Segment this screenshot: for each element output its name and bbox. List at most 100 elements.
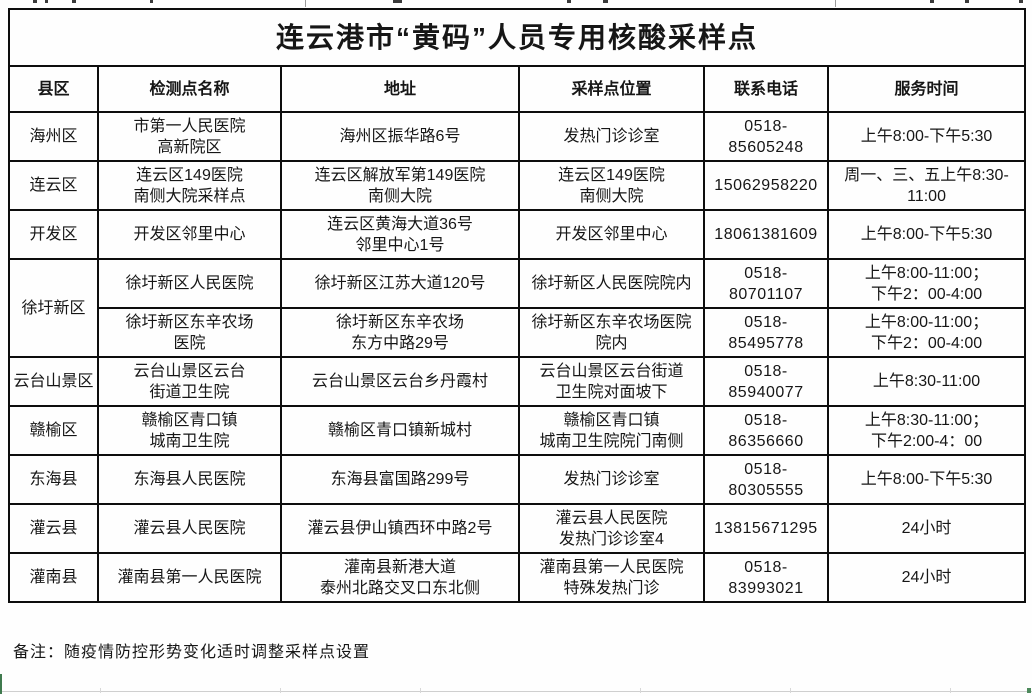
table-row: 徐圩新区 徐圩新区人民医院 徐圩新区江苏大道120号 徐圩新区人民医院院内 0518- … — [8, 258, 1027, 358]
cell-location: 灌云县人民医院 发热门诊诊室4 — [518, 503, 705, 554]
table-row: 徐圩新区东辛农场 医院 徐圩新区东辛农场 东方中路29号 徐圩新区东辛农场医院 院内… — [9, 307, 1027, 358]
cell-phone: 0518- 83993021 — [703, 552, 829, 603]
cell-location: 连云区149医院 南侧大院 — [518, 160, 705, 211]
cell-location: 徐圩新区人民医院院内 — [518, 258, 705, 309]
cell-district: 东海县 — [8, 454, 99, 505]
cell-address: 灌云县伊山镇西环中路2号 — [280, 503, 520, 554]
cell-phone: 15062958220 — [703, 160, 829, 211]
cell-hours: 上午8:30-11:00； 下午2:00-4：00 — [826, 405, 1027, 456]
top-strip-mark — [1019, 0, 1023, 3]
cell-phone: 0518- 86356660 — [703, 405, 829, 456]
cell-address: 徐圩新区江苏大道120号 — [280, 258, 520, 309]
page-title: 连云港市“黄码”人员专用核酸采样点 — [7, 8, 1027, 67]
cell-address: 连云区黄海大道36号 邻里中心1号 — [280, 209, 520, 260]
bottom-strip-gridline — [950, 688, 951, 693]
cell-phone: 0518- 85940077 — [703, 356, 829, 407]
cell-address: 灌南县新港大道 泰州北路交叉口东北侧 — [280, 552, 520, 603]
cell-site: 市第一人民医院 高新院区 — [97, 111, 282, 162]
column-header: 服务时间 — [826, 65, 1027, 113]
table-title-row: 连云港市“黄码”人员专用核酸采样点 — [7, 8, 1027, 67]
cell-hours: 上午8:00-11:00； 下午2：00-4:00 — [826, 258, 1027, 309]
cell-site: 徐圩新区人民医院 — [97, 258, 282, 309]
bottom-strip-gridline — [790, 688, 791, 693]
cell-site: 赣榆区青口镇 城南卫生院 — [97, 405, 282, 456]
bottom-strip-gridline — [100, 688, 101, 693]
cell-location: 赣榆区青口镇 城南卫生院院门南侧 — [518, 405, 705, 456]
table-header-row: 县区 检测点名称 地址 采样点位置 联系电话 服务时间 — [8, 65, 1027, 113]
table-row: 东海县 东海县人民医院 东海县富国路299号 发热门诊诊室 0518- 80305555… — [8, 454, 1027, 505]
column-header: 采样点位置 — [518, 65, 705, 113]
top-strip-mark — [603, 0, 608, 3]
bottom-strip-gridline — [280, 688, 281, 693]
top-strip-mark — [72, 0, 76, 3]
table-row: 灌云县 灌云县人民医院 灌云县伊山镇西环中路2号 灌云县人民医院 发热门诊诊室4 138… — [8, 503, 1027, 554]
top-strip-mark — [567, 0, 571, 3]
cell-address: 赣榆区青口镇新城村 — [280, 405, 520, 456]
column-header: 地址 — [280, 65, 520, 113]
top-strip-mark — [930, 0, 934, 3]
cell-site: 东海县人民医院 — [97, 454, 282, 505]
cell-district: 海州区 — [8, 111, 99, 162]
cell-location: 发热门诊诊室 — [518, 454, 705, 505]
cell-site: 云台山景区云台 街道卫生院 — [97, 356, 282, 407]
cell-district: 徐圩新区 — [8, 258, 99, 358]
top-strip-mark — [45, 0, 48, 3]
column-header: 联系电话 — [703, 65, 829, 113]
table-row: 云台山景区 云台山景区云台 街道卫生院 云台山景区云台乡丹霞村 云台山景区云台街道 卫… — [8, 356, 1027, 407]
table-row: 连云区 连云区149医院 南侧大院采样点 连云区解放军第149医院 南侧大院 连云区1… — [8, 160, 1027, 211]
cell-site: 灌南县第一人民医院 — [97, 552, 282, 603]
cell-phone: 0518- 80701107 — [703, 258, 829, 309]
cell-hours: 上午8:00-下午5:30 — [826, 111, 1027, 162]
bottom-left-marker — [0, 674, 2, 694]
cell-address: 东海县富国路299号 — [280, 454, 520, 505]
cell-phone: 18061381609 — [703, 209, 829, 260]
cell-location: 发热门诊诊室 — [518, 111, 705, 162]
top-strip-mark — [393, 0, 402, 3]
cell-hours: 周一、三、五上午8:30- 11:00 — [826, 160, 1027, 211]
cell-hours: 上午8:30-11:00 — [826, 356, 1027, 407]
footnote: 备注：随疫情防控形势变化适时调整采样点设置 — [13, 644, 371, 661]
cell-district: 赣榆区 — [8, 405, 99, 456]
cell-hours: 24小时 — [826, 552, 1027, 603]
bottom-strip-gridline — [640, 688, 641, 693]
column-header: 检测点名称 — [97, 65, 282, 113]
table-row: 灌南县 灌南县第一人民医院 灌南县新港大道 泰州北路交叉口东北侧 灌南县第一人民医院 … — [8, 552, 1027, 603]
cell-location: 云台山景区云台街道 卫生院对面坡下 — [518, 356, 705, 407]
table-row: 开发区 开发区邻里中心 连云区黄海大道36号 邻里中心1号 开发区邻里中心 180613… — [8, 209, 1027, 260]
cell-phone: 0518- 85605248 — [703, 111, 829, 162]
cell-site: 开发区邻里中心 — [97, 209, 282, 260]
cell-location: 灌南县第一人民医院 特殊发热门诊 — [518, 552, 705, 603]
table-row: 海州区 市第一人民医院 高新院区 海州区振华路6号 发热门诊诊室 0518- 85605… — [8, 111, 1027, 162]
cell-district: 连云区 — [8, 160, 99, 211]
top-strip-mark — [33, 0, 37, 3]
cell-address: 云台山景区云台乡丹霞村 — [280, 356, 520, 407]
column-header: 县区 — [8, 65, 99, 113]
top-strip-mark — [965, 0, 969, 3]
bottom-gridline — [0, 691, 1032, 692]
cell-phone: 0518- 80305555 — [703, 454, 829, 505]
top-strip-mark — [150, 0, 153, 3]
cell-district: 开发区 — [8, 209, 99, 260]
cell-site: 灌云县人民医院 — [97, 503, 282, 554]
cell-location: 徐圩新区东辛农场医院 院内 — [518, 307, 705, 358]
cell-district: 灌云县 — [8, 503, 99, 554]
cell-address: 海州区振华路6号 — [280, 111, 520, 162]
cell-address: 连云区解放军第149医院 南侧大院 — [280, 160, 520, 211]
bottom-strip-gridline — [420, 688, 421, 693]
cell-site: 徐圩新区东辛农场 医院 — [97, 307, 282, 358]
cell-hours: 上午8:00-下午5:30 — [826, 209, 1027, 260]
cell-site: 连云区149医院 南侧大院采样点 — [97, 160, 282, 211]
cell-phone: 0518- 85495778 — [703, 307, 829, 358]
sampling-points-table: 连云港市“黄码”人员专用核酸采样点 县区 检测点名称 地址 采样点位置 联系电话 服务时间… — [7, 8, 1027, 603]
bottom-right-marker — [1027, 688, 1031, 693]
cell-hours: 上午8:00-11:00； 下午2：00-4:00 — [826, 307, 1027, 358]
table-row: 赣榆区 赣榆区青口镇 城南卫生院 赣榆区青口镇新城村 赣榆区青口镇 城南卫生院院门南侧… — [8, 405, 1027, 456]
cell-hours: 上午8:00-下午5:30 — [826, 454, 1027, 505]
top-strip-gridline — [835, 0, 836, 7]
cell-address: 徐圩新区东辛农场 东方中路29号 — [280, 307, 520, 358]
cell-district: 灌南县 — [8, 552, 99, 603]
cell-hours: 24小时 — [826, 503, 1027, 554]
cell-phone: 13815671295 — [703, 503, 829, 554]
top-strip-gridline — [305, 0, 306, 7]
